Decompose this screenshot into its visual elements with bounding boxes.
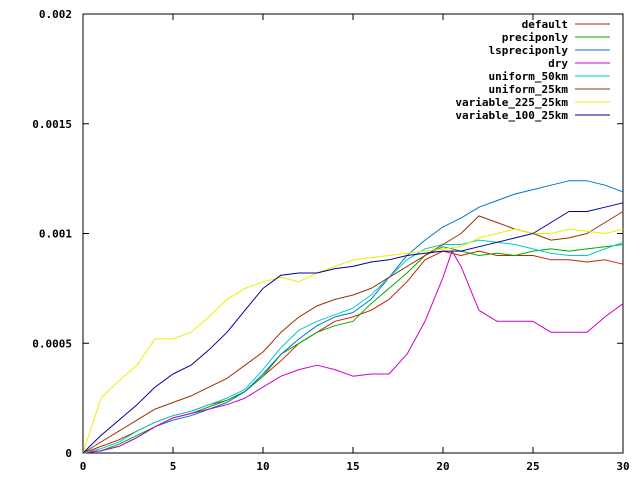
- legend: defaultpreciponlylspreciponlydryuniform_…: [455, 18, 610, 122]
- legend-label: default: [522, 18, 568, 31]
- y-tick-label: 0: [65, 447, 72, 460]
- legend-label: preciponly: [502, 31, 569, 44]
- x-tick-label: 0: [80, 460, 87, 473]
- y-tick-label: 0.0005: [32, 337, 72, 350]
- x-tick-label: 20: [436, 460, 449, 473]
- legend-label: dry: [548, 57, 568, 70]
- axis-ticks: 0 5 10 15 20 25 30 0 0.0005 0.001 0.0015 0.002: [32, 8, 629, 473]
- series-lines: [82, 180, 624, 454]
- x-tick-label: 10: [256, 460, 269, 473]
- legend-label: variable_100_25km: [455, 109, 568, 122]
- legend-label: lspreciponly: [489, 44, 569, 57]
- series-line-dry: [82, 250, 624, 454]
- x-tick-label: 25: [526, 460, 539, 473]
- x-tick-label: 15: [346, 460, 359, 473]
- legend-label: variable_225_25km: [455, 96, 568, 109]
- series-line-variable-100-25km: [82, 202, 624, 454]
- y-tick-label: 0.001: [39, 228, 72, 241]
- y-tick-label: 0.002: [39, 8, 72, 21]
- legend-label: uniform_25km: [489, 83, 569, 96]
- series-line-preciponly: [82, 244, 624, 454]
- x-tick-label: 30: [616, 460, 629, 473]
- x-tick-label: 5: [170, 460, 177, 473]
- series-line-uniform-25km: [82, 211, 624, 454]
- series-line-uniform-50km: [82, 239, 624, 454]
- legend-label: uniform_50km: [489, 70, 569, 83]
- y-tick-label: 0.0015: [32, 118, 72, 131]
- series-line-lspreciponly: [82, 180, 624, 454]
